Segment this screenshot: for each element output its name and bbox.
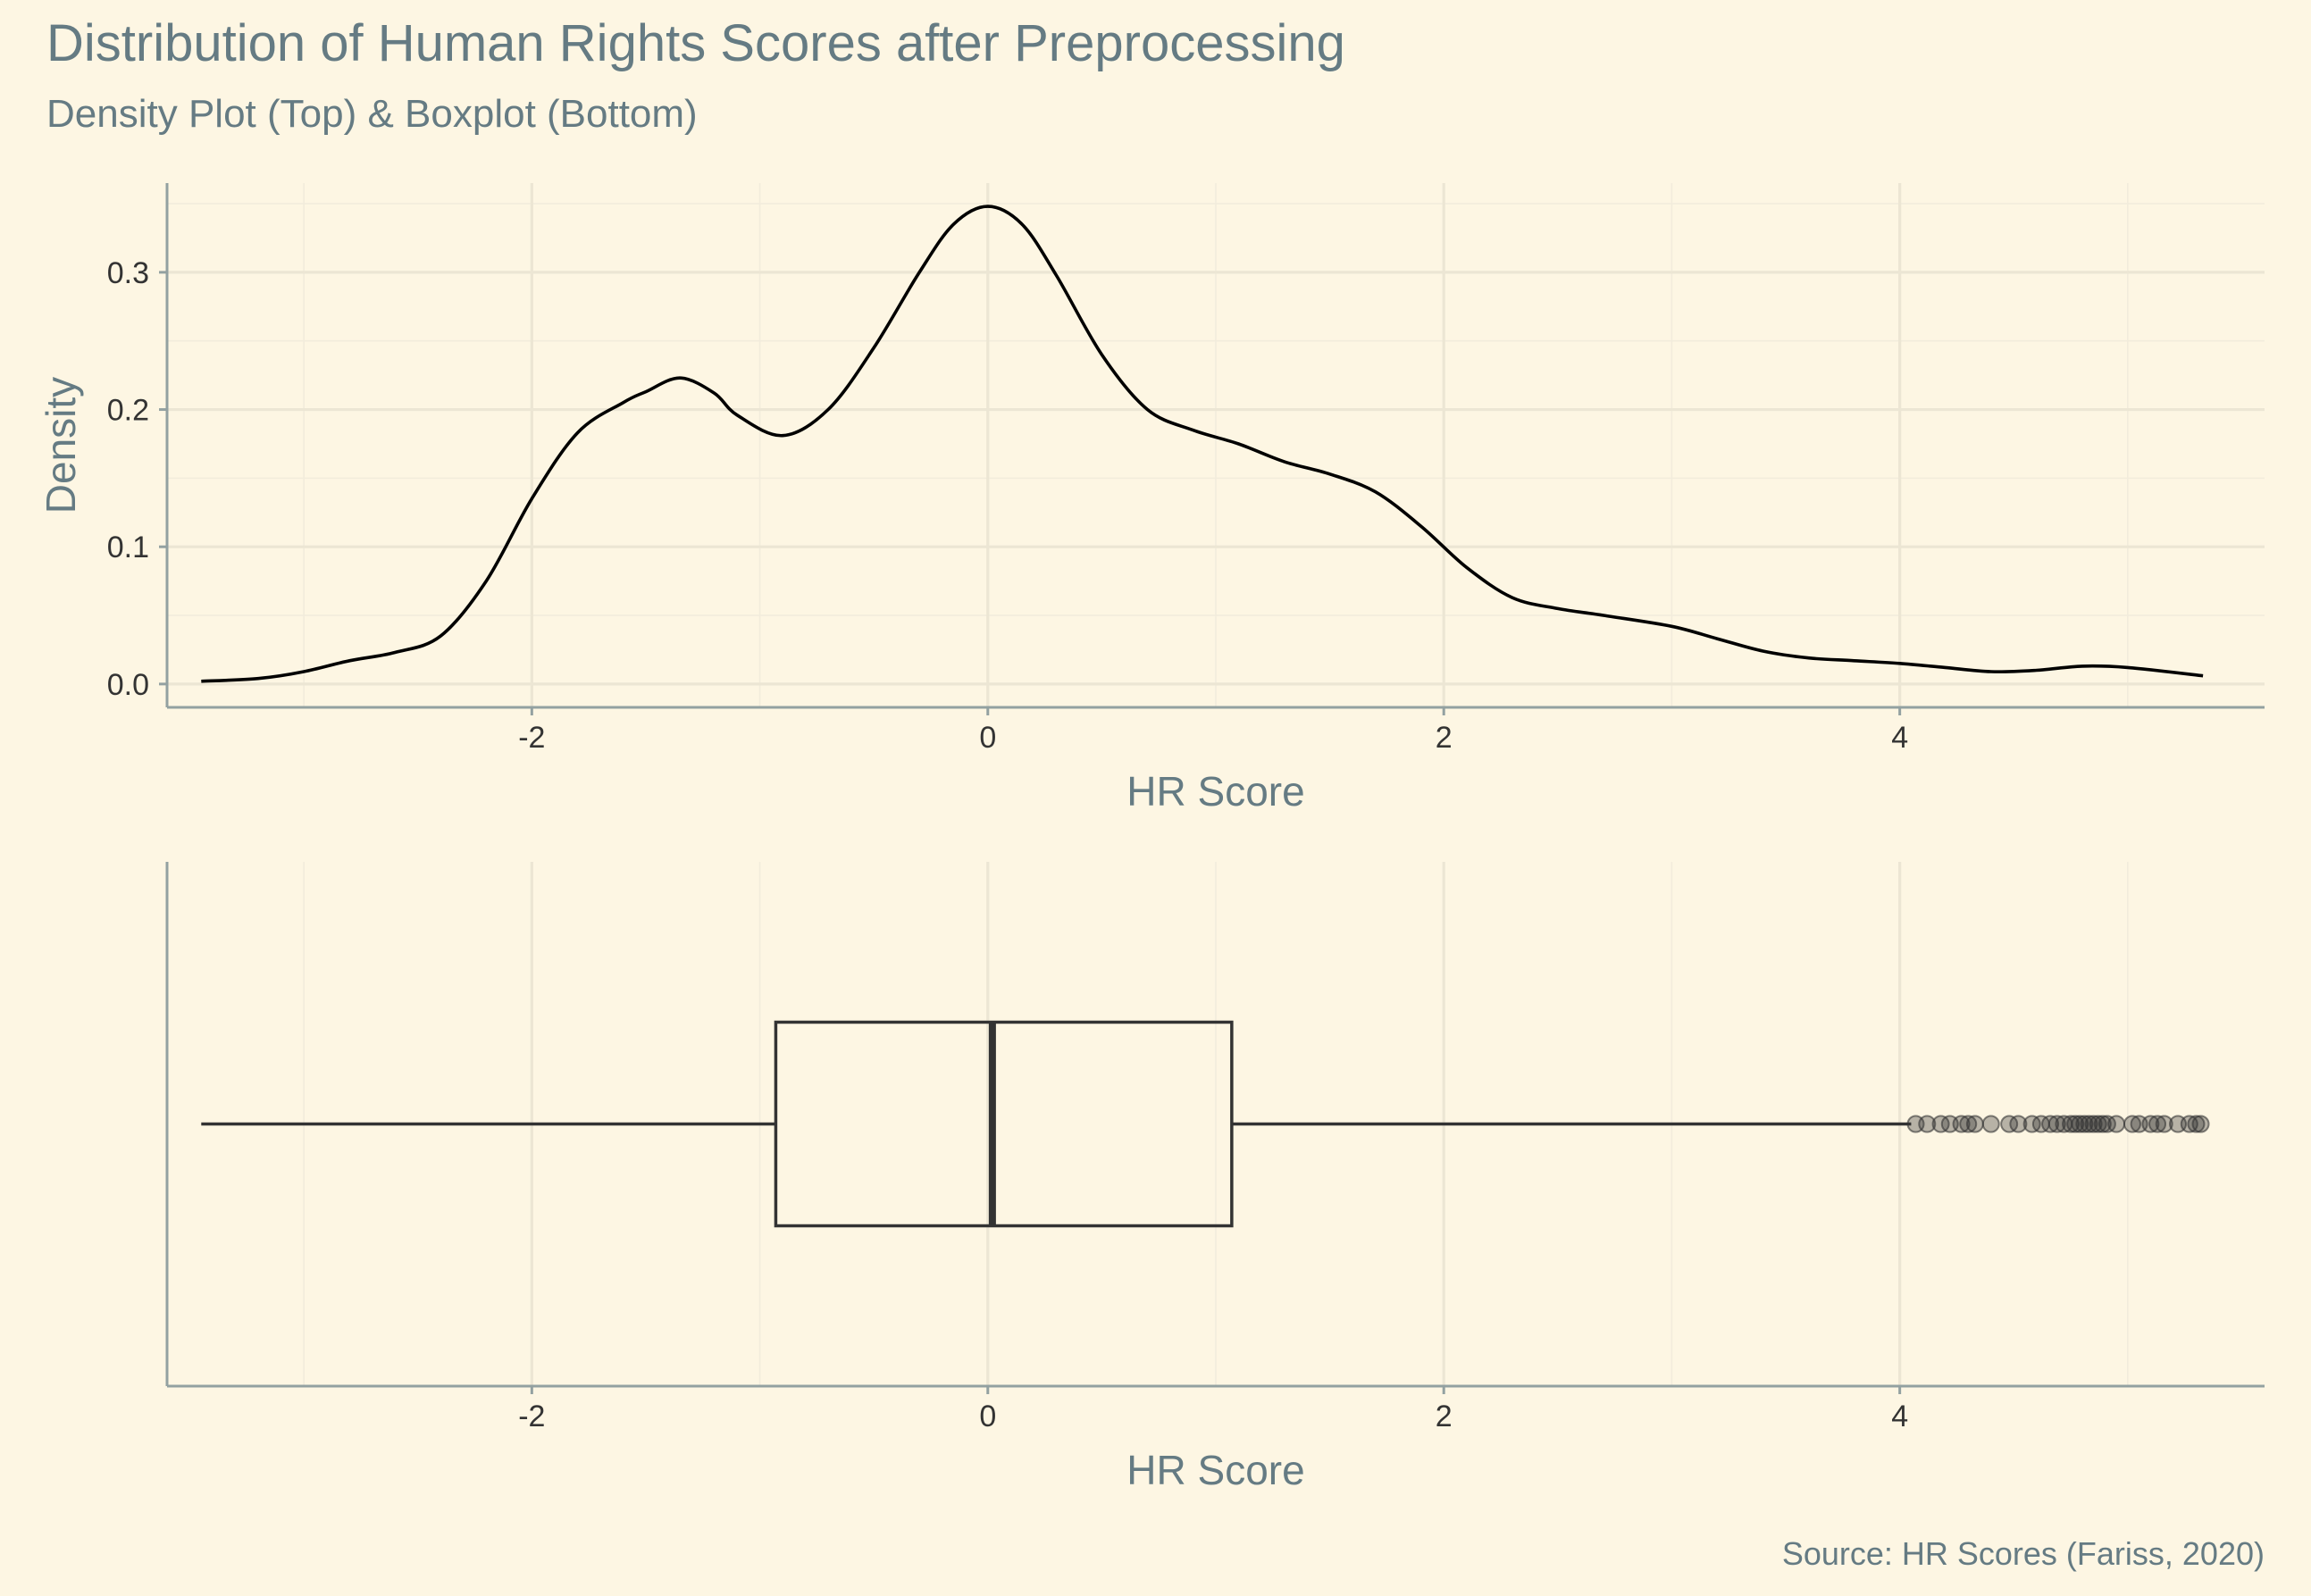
density-x-tick-label: -2 bbox=[518, 721, 545, 755]
box-outlier bbox=[2089, 1115, 2107, 1133]
box-outlier bbox=[2141, 1115, 2160, 1133]
density-grid bbox=[167, 183, 2265, 707]
density-y-tick-label: 0.2 bbox=[107, 394, 149, 428]
box-outlier bbox=[2047, 1115, 2066, 1133]
box-outlier bbox=[1952, 1115, 1971, 1133]
box-outlier bbox=[2000, 1115, 2019, 1133]
density-y-tick-label: 0.3 bbox=[107, 256, 149, 290]
box-outlier bbox=[2022, 1115, 2041, 1133]
box-outlier bbox=[2080, 1115, 2098, 1133]
box-ticks: -2 0 2 4 bbox=[165, 862, 2265, 1433]
box-panel: -2 0 2 4 HR Score bbox=[165, 862, 2265, 1493]
box-outlier bbox=[2187, 1115, 2206, 1133]
box-outlier bbox=[2009, 1115, 2028, 1133]
box-iqr bbox=[774, 1020, 1234, 1228]
density-ticks: -2 0 2 4 0.0 0.1 0.2 0.3 bbox=[107, 183, 2265, 755]
density-line bbox=[201, 205, 2204, 683]
box-outlier bbox=[2084, 1115, 2103, 1133]
density-x-tick-label: 4 bbox=[1891, 721, 1908, 755]
box-outlier bbox=[2123, 1115, 2141, 1133]
box-outlier bbox=[2097, 1115, 2116, 1133]
box-outlier bbox=[2155, 1115, 2173, 1133]
density-x-tick-label: 0 bbox=[979, 721, 996, 755]
box-outlier bbox=[2075, 1115, 2094, 1133]
box-outlier bbox=[1965, 1115, 1984, 1133]
box-outlier bbox=[2071, 1115, 2089, 1133]
box-outlier bbox=[1959, 1115, 1978, 1133]
chart-title: Distribution of Human Rights Scores afte… bbox=[46, 14, 1345, 72]
box-outlier bbox=[2066, 1115, 2085, 1133]
box-outlier bbox=[1981, 1115, 2000, 1133]
box-outlier bbox=[1931, 1115, 1950, 1133]
box-x-tick-label: 2 bbox=[1436, 1400, 1453, 1433]
box-outlier bbox=[2062, 1115, 2081, 1133]
density-y-tick-label: 0.0 bbox=[107, 668, 149, 702]
box-x-tick-label: 4 bbox=[1891, 1400, 1908, 1433]
density-y-axis-title: Density bbox=[38, 377, 84, 514]
chart-subtitle: Density Plot (Top) & Boxplot (Bottom) bbox=[46, 92, 698, 136]
density-x-tick-label: 2 bbox=[1436, 721, 1453, 755]
box-x-axis-title: HR Score bbox=[1126, 1447, 1304, 1493]
box-outlier bbox=[2107, 1115, 2126, 1133]
box-outlier bbox=[2191, 1115, 2210, 1133]
box-x-tick-label: 0 bbox=[979, 1400, 996, 1433]
box-outlier bbox=[2041, 1115, 2060, 1133]
box-outlier bbox=[2093, 1115, 2112, 1133]
chart-caption: Source: HR Scores (Fariss, 2020) bbox=[1782, 1535, 2265, 1572]
box-outlier bbox=[2148, 1115, 2167, 1133]
density-panel: -2 0 2 4 0.0 0.1 0.2 0.3 HR Score Density bbox=[38, 183, 2265, 815]
box-marks bbox=[201, 1020, 2210, 1228]
density-x-axis-title: HR Score bbox=[1126, 768, 1304, 815]
box-x-tick-label: -2 bbox=[518, 1400, 545, 1433]
density-y-tick-label: 0.1 bbox=[107, 531, 149, 564]
box-outlier bbox=[1918, 1115, 1937, 1133]
